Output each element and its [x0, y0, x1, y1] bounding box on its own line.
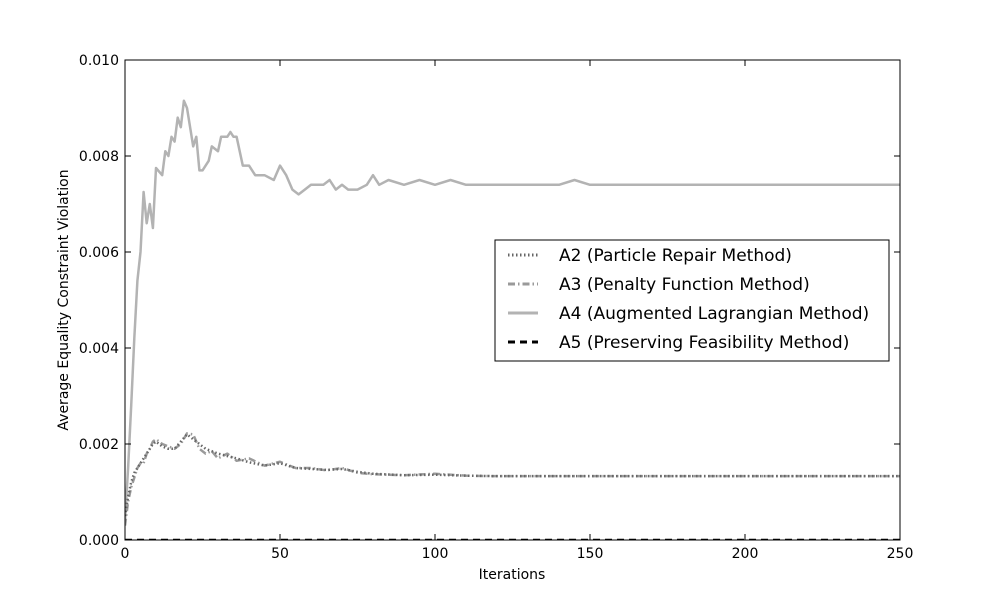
legend-label: A2 (Particle Repair Method): [559, 246, 792, 266]
legend-items: A2 (Particle Repair Method) A3 (Penalty F…: [508, 246, 869, 353]
y-tick-label: 0.004: [79, 341, 119, 357]
legend-label: A5 (Preserving Feasibility Method): [559, 333, 849, 353]
y-tick-label: 0.000: [79, 533, 119, 549]
x-tick-label: 100: [422, 546, 449, 562]
x-axis-label: Iterations: [479, 567, 546, 583]
series-line-a3: [125, 432, 900, 526]
legend-label: A3 (Penalty Function Method): [559, 275, 810, 295]
y-tick-label: 0.006: [79, 245, 119, 261]
legend: A2 (Particle Repair Method) A3 (Penalty F…: [494, 239, 890, 362]
y-tick-label: 0.002: [79, 437, 119, 453]
x-tick-label: 200: [732, 546, 759, 562]
x-tick-label: 50: [271, 546, 289, 562]
plot-frame: [124, 59, 901, 541]
y-tick-label: 0.008: [79, 149, 119, 165]
ticks-layer: 0 50 100 150 200 250 0.000 0.002 0.004 0.006 0.008…: [79, 53, 913, 562]
y-axis-label: Average Equality Constraint Violation: [56, 169, 72, 430]
y-tick-label: 0.010: [79, 53, 119, 69]
series-layer: [125, 99, 900, 540]
x-tick-label: 150: [577, 546, 604, 562]
legend-box: [494, 239, 890, 362]
x-tick-label: 250: [887, 546, 914, 562]
legend-label: A4 (Augmented Lagrangian Method): [559, 304, 869, 324]
x-tick-label: 0: [121, 546, 130, 562]
series-line-a4: [125, 99, 900, 521]
